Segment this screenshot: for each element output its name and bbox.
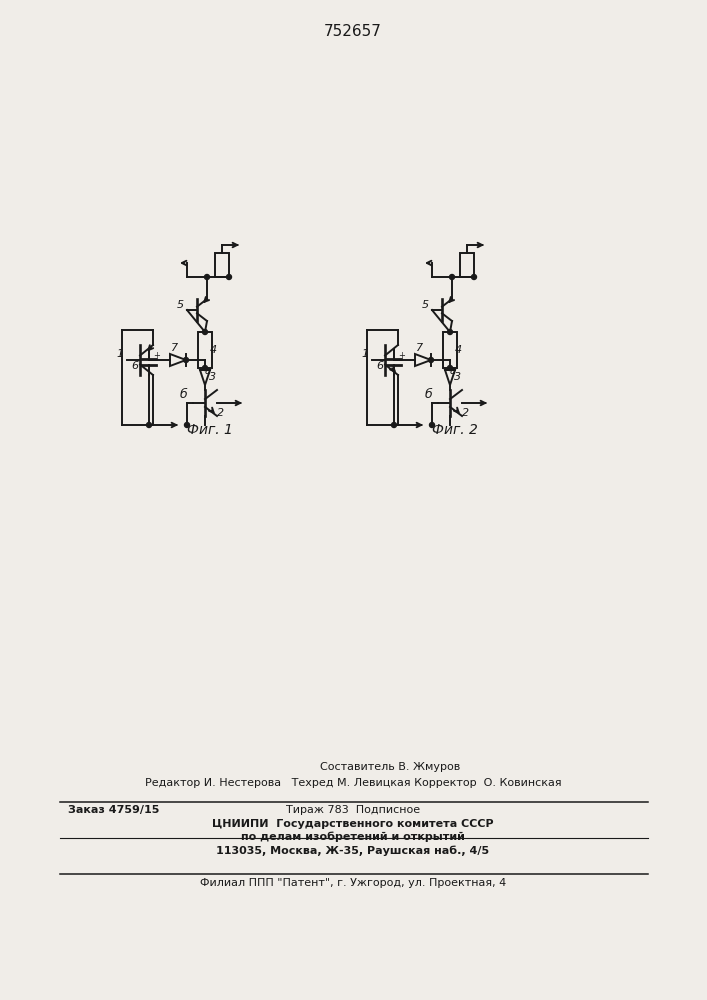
Text: 1: 1: [117, 349, 124, 359]
Text: Заказ 4759/15: Заказ 4759/15: [68, 805, 159, 815]
Text: 4: 4: [455, 345, 462, 355]
Text: 3: 3: [455, 372, 462, 382]
Text: 2: 2: [218, 408, 225, 418]
Text: ЦНИИПИ  Государственного комитета СССР: ЦНИИПИ Государственного комитета СССР: [212, 819, 493, 829]
Text: Тираж 783  Подписное: Тираж 783 Подписное: [286, 805, 420, 815]
Text: Составитель В. Жмуров: Составитель В. Жмуров: [320, 762, 460, 772]
Text: 6: 6: [132, 361, 139, 371]
Bar: [215, 253, 229, 277]
Circle shape: [429, 422, 435, 428]
Text: 113035, Москва, Ж-35, Раушская наб., 4/5: 113035, Москва, Ж-35, Раушская наб., 4/5: [216, 845, 489, 856]
Text: 7: 7: [416, 343, 423, 353]
Text: Редактор И. Нестерова   Техред М. Левицкая Корректор  О. Ковинская: Редактор И. Нестерова Техред М. Левицкая…: [145, 778, 561, 788]
Text: 6: 6: [376, 361, 384, 371]
Bar: [198, 332, 212, 368]
Text: 2: 2: [462, 408, 469, 418]
Circle shape: [202, 330, 207, 334]
Circle shape: [204, 274, 209, 279]
Text: 5: 5: [421, 300, 428, 310]
Text: a: a: [450, 366, 456, 376]
Text: a: a: [205, 366, 211, 376]
Text: Фиг. 1: Фиг. 1: [187, 423, 233, 437]
Text: по делам изобретений и открытий: по делам изобретений и открытий: [241, 832, 465, 842]
Text: б: б: [424, 388, 432, 401]
Circle shape: [184, 358, 189, 362]
Text: +: +: [153, 352, 160, 360]
Text: 5: 5: [177, 300, 184, 310]
Circle shape: [428, 358, 433, 362]
Circle shape: [448, 330, 452, 334]
Circle shape: [185, 422, 189, 428]
Bar: [460, 253, 474, 277]
Text: +: +: [399, 352, 405, 360]
Circle shape: [202, 365, 207, 370]
Text: 3: 3: [209, 372, 216, 382]
Text: Филиал ППП "Патент", г. Ужгород, ул. Проектная, 4: Филиал ППП "Патент", г. Ужгород, ул. Про…: [200, 878, 506, 888]
Circle shape: [146, 422, 151, 428]
Text: 752657: 752657: [324, 24, 382, 39]
Text: Фиг. 2: Фиг. 2: [432, 423, 478, 437]
Circle shape: [392, 422, 397, 428]
Text: б: б: [179, 388, 187, 401]
Text: 7: 7: [171, 343, 179, 353]
Text: 4: 4: [209, 345, 216, 355]
Circle shape: [448, 365, 452, 370]
Circle shape: [450, 274, 455, 279]
Circle shape: [472, 274, 477, 279]
Bar: [443, 332, 457, 368]
Circle shape: [226, 274, 231, 279]
Text: 1: 1: [361, 349, 368, 359]
